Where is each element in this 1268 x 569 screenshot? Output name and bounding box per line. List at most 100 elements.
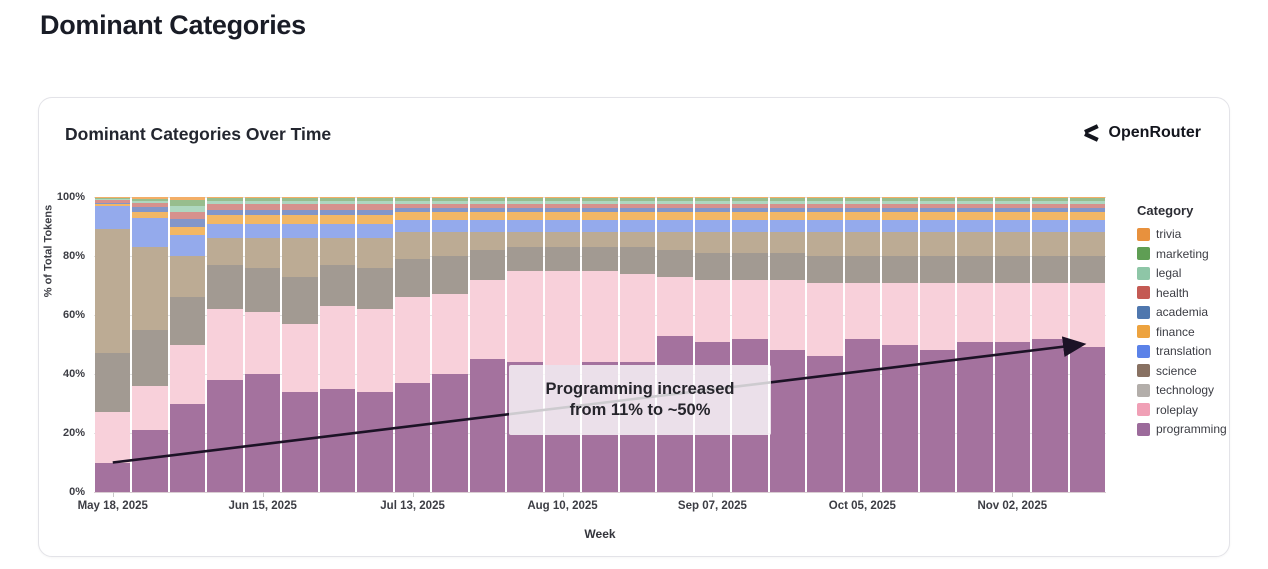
- bar-segment-technology[interactable]: [394, 258, 431, 298]
- bar-segment-marketing[interactable]: [844, 197, 881, 202]
- legend-item-trivia[interactable]: trivia: [1137, 227, 1229, 241]
- bar-segment-finance[interactable]: [769, 212, 806, 221]
- bar-segment-technology[interactable]: [244, 267, 281, 313]
- bar-segment-trivia[interactable]: [432, 197, 468, 198]
- bar-segment-academia[interactable]: [619, 208, 656, 213]
- bar-segment-marketing[interactable]: [507, 197, 543, 202]
- bar-week-1[interactable]: [132, 197, 168, 492]
- bar-week-5[interactable]: [282, 197, 318, 492]
- bar-segment-roleplay[interactable]: [244, 312, 281, 374]
- bar-segment-health[interactable]: [95, 200, 131, 203]
- bar-segment-trivia[interactable]: [95, 197, 131, 198]
- bar-segment-technology[interactable]: [507, 247, 543, 271]
- bar-segment-legal[interactable]: [95, 199, 131, 200]
- bar-segment-legal[interactable]: [657, 201, 693, 204]
- bar-segment-academia[interactable]: [432, 208, 468, 213]
- bar-segment-legal[interactable]: [882, 201, 918, 204]
- bar-segment-trivia[interactable]: [957, 197, 993, 198]
- bar-segment-finance[interactable]: [807, 212, 843, 221]
- bar-segment-roleplay[interactable]: [394, 297, 431, 383]
- bar-segment-science[interactable]: [169, 256, 206, 298]
- legend-item-technology[interactable]: technology: [1137, 383, 1229, 397]
- bar-segment-finance[interactable]: [1032, 212, 1068, 221]
- bar-segment-programming[interactable]: [994, 341, 1031, 492]
- bar-segment-finance[interactable]: [844, 212, 881, 221]
- bar-segment-science[interactable]: [694, 232, 731, 254]
- bar-segment-programming[interactable]: [919, 350, 956, 492]
- bar-segment-health[interactable]: [657, 203, 693, 209]
- bar-segment-roleplay[interactable]: [469, 279, 506, 360]
- bar-segment-academia[interactable]: [1069, 208, 1106, 213]
- bar-segment-roleplay[interactable]: [619, 273, 656, 363]
- bar-segment-legal[interactable]: [432, 201, 468, 204]
- bar-segment-marketing[interactable]: [1032, 197, 1068, 202]
- bar-segment-academia[interactable]: [844, 208, 881, 213]
- bar-segment-technology[interactable]: [469, 250, 506, 280]
- bar-segment-legal[interactable]: [694, 201, 731, 204]
- bar-segment-translation[interactable]: [619, 220, 656, 233]
- bar-segment-science[interactable]: [582, 232, 618, 248]
- bar-segment-legal[interactable]: [357, 201, 393, 205]
- bar-segment-science[interactable]: [95, 229, 131, 354]
- bar-segment-health[interactable]: [207, 204, 243, 211]
- bar-segment-health[interactable]: [957, 203, 993, 209]
- bar-segment-legal[interactable]: [544, 201, 581, 204]
- bar-segment-science[interactable]: [132, 247, 168, 330]
- bar-segment-trivia[interactable]: [807, 197, 843, 198]
- bar-segment-science[interactable]: [732, 232, 768, 254]
- bar-segment-science[interactable]: [769, 232, 806, 254]
- bar-segment-finance[interactable]: [95, 204, 131, 206]
- bar-segment-roleplay[interactable]: [582, 270, 618, 363]
- bar-segment-science[interactable]: [957, 232, 993, 257]
- bar-segment-academia[interactable]: [769, 208, 806, 213]
- bar-segment-academia[interactable]: [169, 219, 206, 227]
- bar-segment-health[interactable]: [769, 203, 806, 209]
- bar-segment-marketing[interactable]: [282, 197, 318, 202]
- bar-segment-translation[interactable]: [1069, 220, 1106, 233]
- bar-segment-programming[interactable]: [807, 356, 843, 492]
- legend-item-academia[interactable]: academia: [1137, 305, 1229, 319]
- bar-segment-academia[interactable]: [95, 202, 131, 205]
- openrouter-brand[interactable]: OpenRouter: [1079, 122, 1201, 144]
- bar-segment-roleplay[interactable]: [207, 309, 243, 380]
- bar-segment-technology[interactable]: [694, 253, 731, 280]
- bar-segment-finance[interactable]: [469, 212, 506, 221]
- bar-segment-academia[interactable]: [657, 208, 693, 213]
- bar-segment-technology[interactable]: [1032, 256, 1068, 283]
- bar-segment-trivia[interactable]: [732, 197, 768, 198]
- bar-segment-translation[interactable]: [919, 220, 956, 233]
- bar-segment-science[interactable]: [657, 232, 693, 251]
- bar-segment-marketing[interactable]: [132, 198, 168, 202]
- bar-segment-translation[interactable]: [207, 223, 243, 239]
- bar-segment-trivia[interactable]: [694, 197, 731, 198]
- bar-segment-roleplay[interactable]: [844, 282, 881, 339]
- bar-segment-translation[interactable]: [469, 220, 506, 233]
- bar-segment-academia[interactable]: [282, 210, 318, 215]
- bar-segment-health[interactable]: [807, 203, 843, 209]
- bar-segment-science[interactable]: [244, 238, 281, 268]
- bar-segment-legal[interactable]: [169, 205, 206, 212]
- bar-segment-programming[interactable]: [469, 359, 506, 492]
- bar-week-25[interactable]: [1032, 197, 1068, 492]
- bar-segment-finance[interactable]: [657, 212, 693, 221]
- bar-segment-technology[interactable]: [657, 250, 693, 277]
- bar-segment-science[interactable]: [507, 232, 543, 248]
- bar-segment-technology[interactable]: [95, 353, 131, 413]
- bar-segment-academia[interactable]: [882, 208, 918, 213]
- bar-segment-finance[interactable]: [319, 214, 356, 224]
- bar-segment-academia[interactable]: [957, 208, 993, 213]
- bar-segment-science[interactable]: [882, 232, 918, 257]
- bar-segment-academia[interactable]: [244, 210, 281, 215]
- bar-segment-programming[interactable]: [282, 391, 318, 492]
- bar-segment-health[interactable]: [169, 211, 206, 220]
- bar-segment-finance[interactable]: [994, 212, 1031, 221]
- bar-segment-roleplay[interactable]: [357, 309, 393, 392]
- bar-segment-science[interactable]: [1032, 232, 1068, 257]
- bar-segment-marketing[interactable]: [957, 197, 993, 202]
- bar-segment-programming[interactable]: [957, 341, 993, 492]
- bar-segment-finance[interactable]: [394, 212, 431, 221]
- bar-segment-science[interactable]: [357, 238, 393, 268]
- bar-segment-science[interactable]: [844, 232, 881, 257]
- bar-segment-academia[interactable]: [207, 210, 243, 215]
- bar-segment-programming[interactable]: [244, 374, 281, 492]
